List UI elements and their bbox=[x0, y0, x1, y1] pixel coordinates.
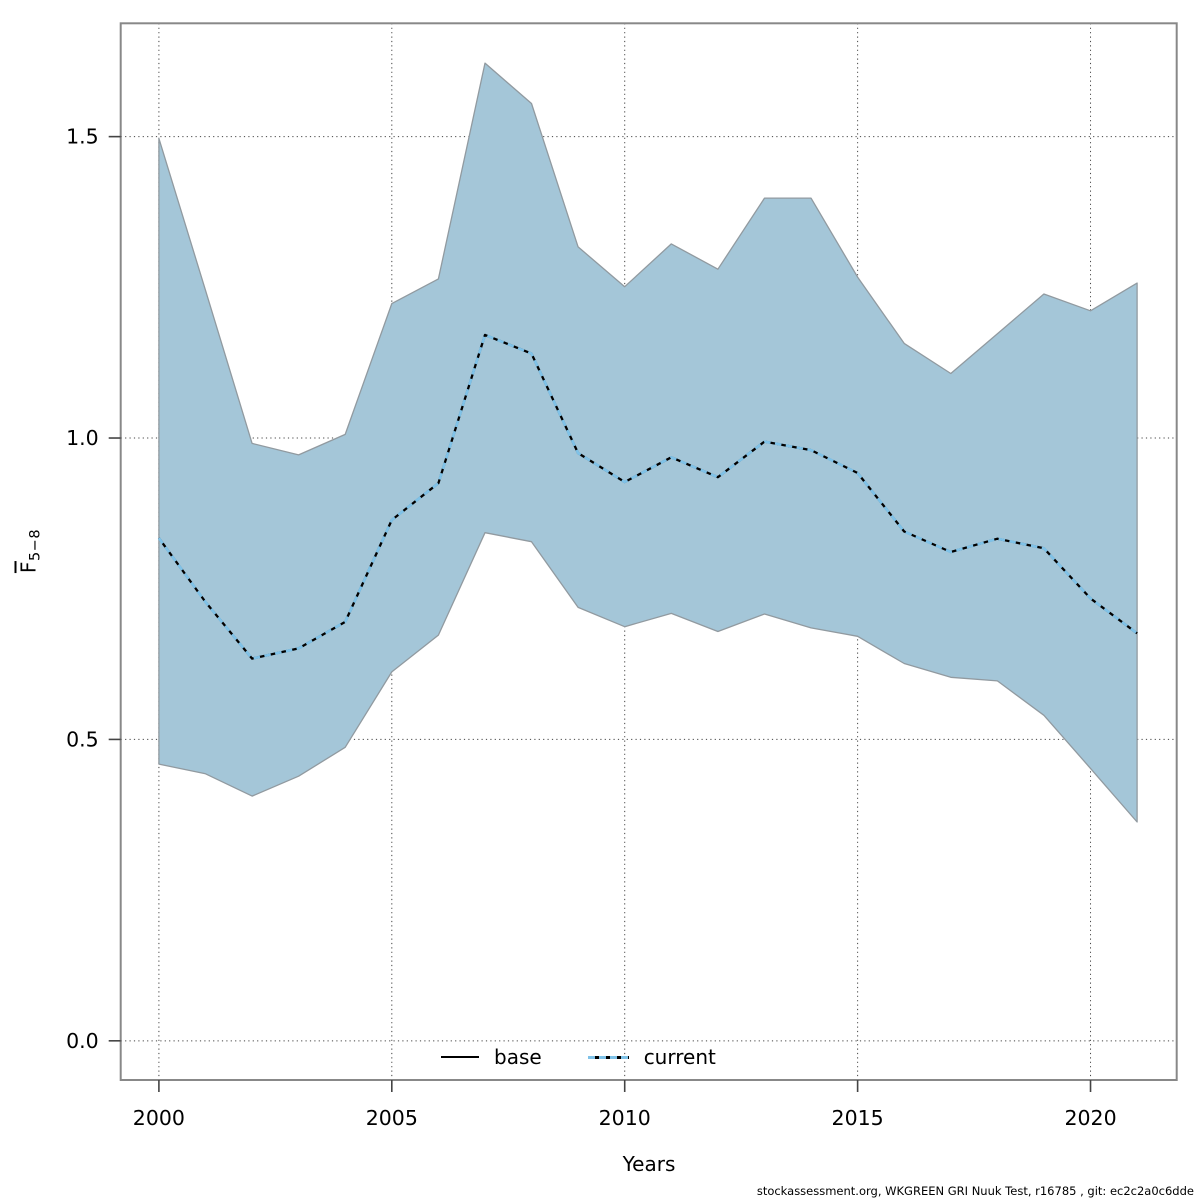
y-tick-label: 1.5 bbox=[66, 125, 99, 149]
confidence-ribbon bbox=[158, 62, 1138, 823]
legend-item-current: current bbox=[587, 1045, 716, 1069]
legend-item-base: base bbox=[441, 1047, 542, 1067]
x-tick-label: 2010 bbox=[599, 1106, 651, 1130]
legend-label-base: base bbox=[494, 1045, 542, 1069]
current-line-swatch bbox=[587, 1055, 629, 1059]
y-axis-title-symbol: F bbox=[16, 561, 41, 574]
y-axis-title: F5−8 bbox=[17, 529, 44, 573]
x-tick-label: 2000 bbox=[133, 1106, 185, 1130]
footer-caption: stockassessment.org, WKGREEN GRI Nuuk Te… bbox=[756, 1184, 1194, 1198]
y-axis-title-subscript: 5−8 bbox=[27, 528, 44, 562]
y-tick-label: 1.0 bbox=[66, 426, 99, 450]
y-tick-label: 0.0 bbox=[66, 1029, 99, 1053]
x-axis-title: Years bbox=[622, 1152, 676, 1176]
legend-label-current: current bbox=[643, 1045, 716, 1069]
x-tick-label: 2020 bbox=[1064, 1106, 1116, 1130]
base-line-swatch bbox=[441, 1056, 479, 1058]
x-tick-label: 2005 bbox=[366, 1106, 418, 1130]
plot-border bbox=[119, 22, 1178, 1081]
legend: base current bbox=[441, 1044, 716, 1070]
y-tick-label: 0.5 bbox=[66, 727, 99, 751]
base-line bbox=[157, 333, 1138, 660]
x-tick-label: 2015 bbox=[832, 1106, 884, 1130]
